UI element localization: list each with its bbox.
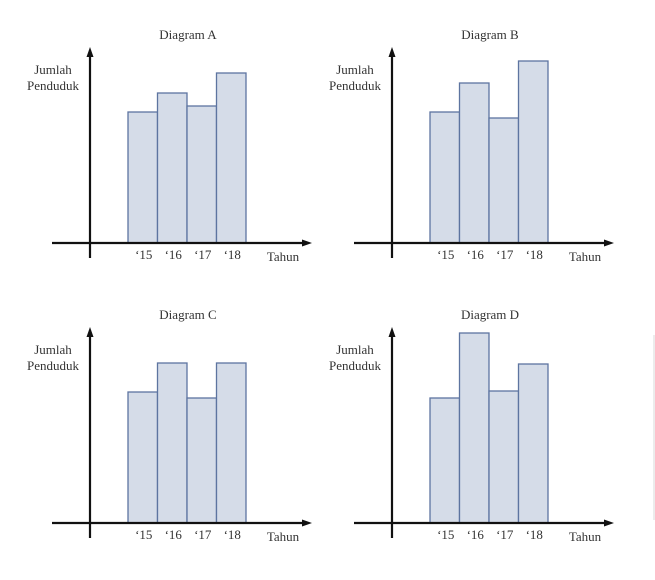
bar-b-1 xyxy=(429,111,461,244)
x-axis-arrow-icon xyxy=(604,239,614,247)
x-tick-label: ‘17 xyxy=(194,247,212,262)
x-tick-label: ‘16 xyxy=(165,247,183,262)
x-axis-arrow-icon xyxy=(302,239,312,247)
bar-c-4 xyxy=(215,362,247,524)
x-tick-label: ‘15 xyxy=(135,527,152,542)
y-axis-label-line2: Penduduk xyxy=(27,358,80,373)
chart-title-c: Diagram C xyxy=(159,307,216,322)
x-axis-label: Tahun xyxy=(569,249,602,264)
bar-a-2 xyxy=(156,92,188,244)
x-tick-label: ‘16 xyxy=(165,527,183,542)
x-tick-label: ‘18 xyxy=(526,247,543,262)
y-axis-label-line2: Penduduk xyxy=(329,78,382,93)
x-tick-label: ‘18 xyxy=(526,527,543,542)
bar-a-3 xyxy=(186,105,218,244)
x-axis-arrow-icon xyxy=(604,519,614,527)
bar-b-4 xyxy=(517,60,549,244)
x-tick-label: ‘18 xyxy=(224,247,241,262)
x-tick-label: ‘16 xyxy=(467,247,485,262)
x-axis-label: Tahun xyxy=(569,529,602,544)
x-tick-label: ‘15 xyxy=(135,247,152,262)
y-axis-arrow-icon xyxy=(86,47,94,57)
y-axis-label-line2: Penduduk xyxy=(27,78,80,93)
y-axis-label-line1: Jumlah xyxy=(34,342,72,357)
y-axis-label-line1: Jumlah xyxy=(34,62,72,77)
chart-title-a: Diagram A xyxy=(159,27,217,42)
bar-c-2 xyxy=(156,362,188,524)
y-axis-label-line2: Penduduk xyxy=(329,358,382,373)
x-tick-label: ‘15 xyxy=(437,247,454,262)
y-axis-label-line1: Jumlah xyxy=(336,62,374,77)
x-tick-label: ‘18 xyxy=(224,527,241,542)
chart-title-b: Diagram B xyxy=(461,27,519,42)
bar-d-3 xyxy=(488,390,520,524)
bar-c-1 xyxy=(127,391,159,524)
x-tick-label: ‘17 xyxy=(194,527,212,542)
bar-a-1 xyxy=(127,111,159,244)
bar-d-4 xyxy=(517,363,549,524)
bar-b-2 xyxy=(458,82,490,244)
x-tick-label: ‘15 xyxy=(437,527,454,542)
y-axis-label-line1: Jumlah xyxy=(336,342,374,357)
y-axis-arrow-icon xyxy=(86,327,94,337)
x-axis-arrow-icon xyxy=(302,519,312,527)
bar-a-4 xyxy=(215,72,247,244)
x-axis-label: Tahun xyxy=(267,529,300,544)
x-axis-label: Tahun xyxy=(267,249,300,264)
x-tick-label: ‘16 xyxy=(467,527,485,542)
y-axis-arrow-icon xyxy=(388,327,396,337)
chart-title-d: Diagram D xyxy=(461,307,519,322)
bar-d-1 xyxy=(429,397,461,524)
bar-d-2 xyxy=(458,332,490,524)
x-tick-label: ‘17 xyxy=(496,527,514,542)
y-axis-arrow-icon xyxy=(388,47,396,57)
bar-c-3 xyxy=(186,397,218,524)
bar-b-3 xyxy=(488,117,520,244)
x-tick-label: ‘17 xyxy=(496,247,514,262)
